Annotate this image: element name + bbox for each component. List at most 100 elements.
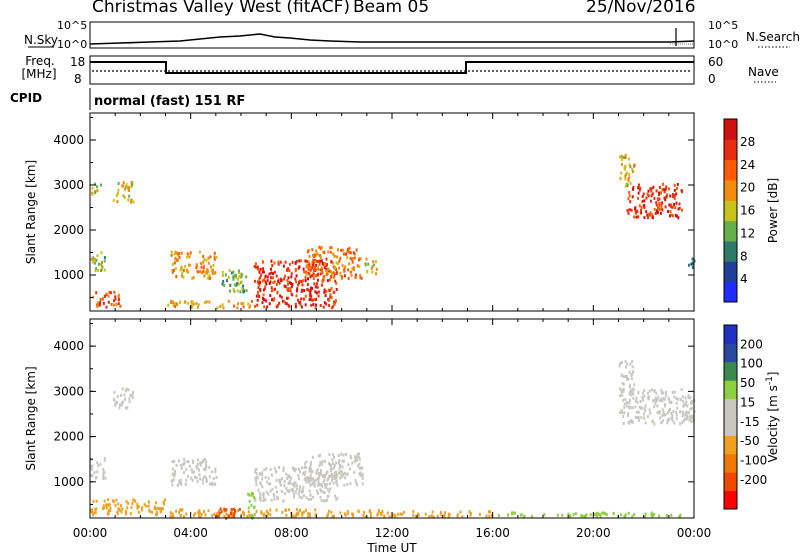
data-cell xyxy=(315,291,318,295)
data-cell xyxy=(640,206,643,210)
data-cell xyxy=(359,274,362,277)
data-cell xyxy=(95,499,98,503)
data-cell xyxy=(631,167,634,171)
data-cell xyxy=(318,262,321,266)
data-cell xyxy=(654,401,657,405)
data-cell xyxy=(653,389,656,392)
data-cell xyxy=(656,411,659,414)
data-cell xyxy=(347,463,350,467)
data-cell xyxy=(673,193,676,197)
data-cell xyxy=(148,510,151,513)
data-cell xyxy=(447,514,450,518)
cpid-label: CPID xyxy=(10,91,42,105)
data-cell xyxy=(141,506,144,510)
data-cell xyxy=(283,484,286,487)
data-cell xyxy=(186,460,189,463)
data-cell xyxy=(187,474,189,478)
data-cell xyxy=(315,297,318,301)
data-cell xyxy=(281,510,284,514)
data-cell xyxy=(649,211,652,215)
data-cell xyxy=(627,197,630,201)
data-cell xyxy=(107,294,110,298)
data-cell xyxy=(335,461,338,465)
data-cell xyxy=(112,397,115,401)
data-cell xyxy=(174,305,177,308)
data-cell xyxy=(224,273,227,277)
data-cell xyxy=(341,465,344,469)
data-cell xyxy=(329,487,332,491)
data-cell xyxy=(667,209,669,213)
data-cell xyxy=(262,513,265,517)
data-cell xyxy=(180,463,182,467)
data-cell xyxy=(234,509,237,513)
data-cell xyxy=(690,262,693,266)
data-cell xyxy=(232,512,235,516)
colorbar-segment xyxy=(724,325,737,344)
data-cell xyxy=(662,391,665,395)
data-cell xyxy=(351,512,354,516)
data-cell xyxy=(172,478,175,482)
data-cell xyxy=(322,250,325,254)
data-cell xyxy=(690,416,693,420)
data-cell xyxy=(303,466,306,469)
data-cell xyxy=(261,297,264,300)
data-cell xyxy=(202,255,205,258)
data-cell xyxy=(334,474,337,478)
data-cell xyxy=(194,475,196,479)
data-cell xyxy=(665,185,668,189)
data-cell xyxy=(333,464,336,468)
data-cell xyxy=(308,263,311,267)
data-cell xyxy=(338,459,341,463)
data-cell xyxy=(159,508,162,512)
colorbar-tick-label: -15 xyxy=(740,415,760,429)
data-cell xyxy=(251,517,254,521)
data-cell xyxy=(461,515,464,519)
data-cell xyxy=(303,473,306,477)
data-cell xyxy=(188,255,191,259)
data-cell xyxy=(180,482,183,486)
data-cell xyxy=(106,503,109,507)
data-cell xyxy=(327,267,330,271)
data-cell xyxy=(479,512,481,516)
data-cell xyxy=(270,259,273,263)
data-cell xyxy=(652,185,655,189)
data-cell xyxy=(117,502,120,506)
data-cell xyxy=(255,479,258,483)
y-axis-label: Slant Range [km] xyxy=(24,160,38,264)
data-cell xyxy=(361,482,364,486)
data-cell xyxy=(316,477,319,481)
data-cell xyxy=(109,291,112,295)
data-cell xyxy=(186,252,189,256)
data-cell xyxy=(107,503,110,507)
data-cell xyxy=(313,253,316,257)
data-cell xyxy=(130,506,133,509)
data-cell xyxy=(304,462,306,466)
data-cell xyxy=(625,171,628,175)
data-cell xyxy=(567,512,570,516)
data-cell xyxy=(660,388,663,392)
colorbar-tick-label: 15 xyxy=(740,395,755,409)
data-cell xyxy=(308,476,311,480)
data-cell xyxy=(314,269,317,272)
data-cell xyxy=(519,513,522,517)
data-cell xyxy=(622,398,625,402)
data-cell xyxy=(675,192,678,196)
data-cell xyxy=(284,302,287,305)
data-cell xyxy=(185,512,188,516)
data-cell xyxy=(133,499,136,503)
data-cell xyxy=(673,197,676,200)
data-cell xyxy=(170,299,173,303)
data-cell xyxy=(137,505,140,509)
data-cell xyxy=(179,513,182,517)
data-cell xyxy=(91,464,94,468)
data-cell xyxy=(349,270,352,274)
data-cell xyxy=(254,477,257,481)
data-cell xyxy=(131,394,134,398)
data-cell xyxy=(346,250,349,254)
data-cell xyxy=(653,196,656,200)
data-cell xyxy=(299,485,301,489)
data-cell xyxy=(313,482,316,486)
data-cell xyxy=(323,478,326,482)
data-cell xyxy=(285,508,287,512)
data-cell xyxy=(208,273,211,277)
